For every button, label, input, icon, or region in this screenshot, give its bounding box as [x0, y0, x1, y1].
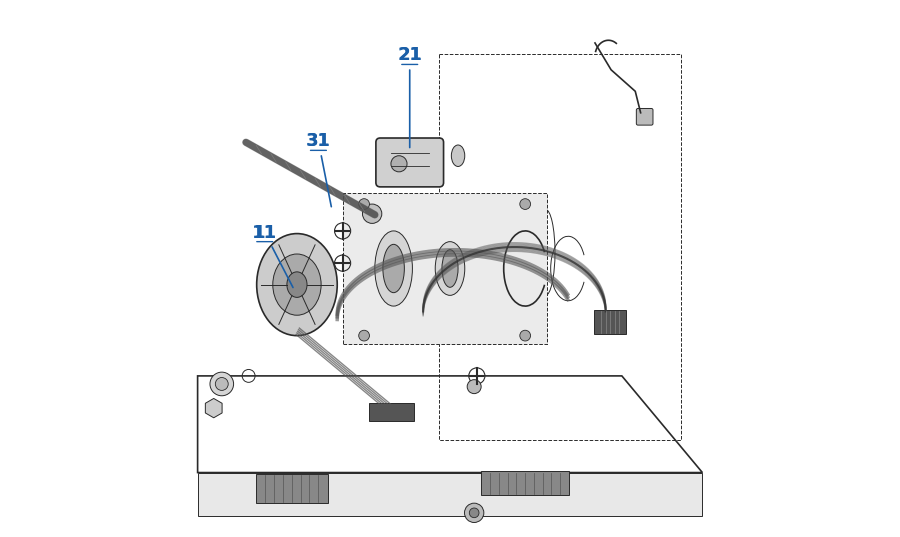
Ellipse shape	[256, 234, 338, 336]
Circle shape	[363, 204, 382, 223]
Ellipse shape	[273, 254, 321, 315]
Circle shape	[359, 199, 370, 209]
Circle shape	[412, 246, 424, 258]
Circle shape	[469, 508, 479, 518]
Circle shape	[520, 330, 531, 341]
Text: 31: 31	[306, 132, 331, 207]
FancyBboxPatch shape	[376, 138, 444, 187]
FancyBboxPatch shape	[256, 474, 328, 503]
Ellipse shape	[451, 145, 464, 166]
FancyBboxPatch shape	[343, 193, 546, 344]
Circle shape	[215, 378, 229, 390]
Ellipse shape	[436, 242, 464, 295]
Text: 21: 21	[397, 46, 422, 148]
Circle shape	[467, 380, 482, 394]
Circle shape	[210, 372, 234, 396]
Circle shape	[359, 330, 370, 341]
FancyBboxPatch shape	[369, 403, 415, 421]
Circle shape	[464, 503, 484, 523]
Ellipse shape	[287, 272, 307, 297]
Circle shape	[520, 199, 531, 209]
Ellipse shape	[442, 250, 458, 287]
Ellipse shape	[374, 231, 412, 306]
FancyBboxPatch shape	[594, 310, 625, 334]
Polygon shape	[418, 209, 545, 295]
Ellipse shape	[382, 244, 404, 293]
Circle shape	[391, 156, 407, 172]
Text: 11: 11	[252, 223, 293, 287]
Polygon shape	[198, 473, 702, 516]
Text: 21: 21	[398, 46, 421, 64]
Text: 11: 11	[253, 223, 276, 242]
Text: 31: 31	[307, 132, 330, 150]
FancyBboxPatch shape	[482, 471, 569, 495]
Ellipse shape	[409, 209, 428, 295]
FancyBboxPatch shape	[636, 108, 653, 125]
